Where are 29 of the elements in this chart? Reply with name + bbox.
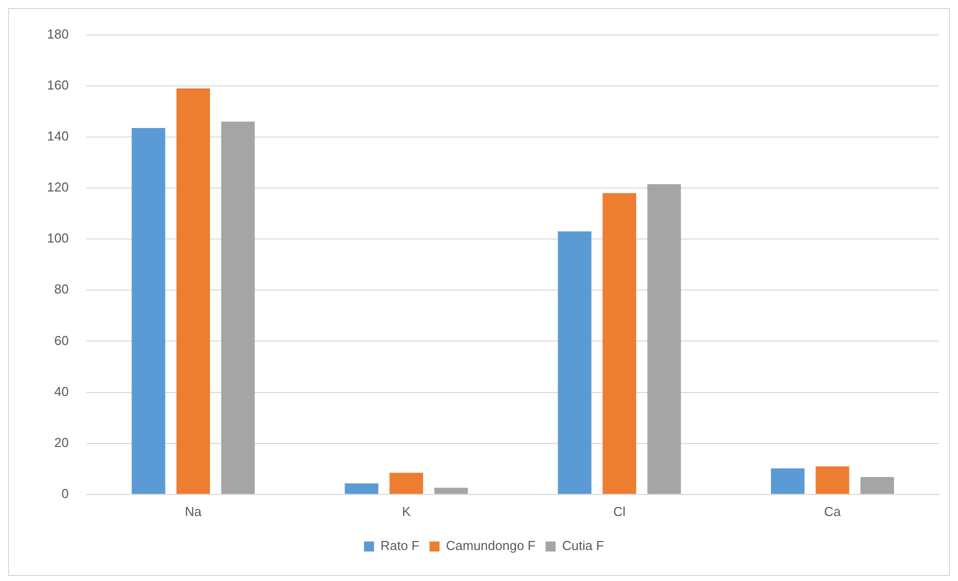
bar xyxy=(132,128,166,494)
legend-label: Camundongo F xyxy=(446,538,536,554)
bar xyxy=(176,88,210,494)
legend-label: Rato F xyxy=(380,538,420,554)
y-tick-label: 180 xyxy=(46,26,69,42)
x-tick-label: Ca xyxy=(824,504,842,519)
bar xyxy=(221,122,255,494)
legend-label: Cutia F xyxy=(562,538,604,554)
bar xyxy=(816,466,850,494)
x-tick-label: Na xyxy=(184,504,202,519)
y-tick-label: 0 xyxy=(61,486,69,501)
y-tick-label: 100 xyxy=(46,230,69,246)
bar xyxy=(860,477,894,494)
bar xyxy=(434,488,468,494)
y-tick-label: 20 xyxy=(54,434,69,450)
bar xyxy=(647,184,681,494)
bar xyxy=(602,193,636,494)
y-tick-label: 60 xyxy=(54,332,69,348)
y-tick-label: 140 xyxy=(46,128,69,144)
bar xyxy=(558,231,592,494)
bar xyxy=(344,483,378,494)
y-tick-label: 80 xyxy=(54,282,69,297)
y-tick-label: 160 xyxy=(46,77,69,92)
x-tick-label: Cl xyxy=(613,504,626,519)
bar xyxy=(390,472,424,494)
y-tick-label: 40 xyxy=(54,384,69,399)
x-tick-label: K xyxy=(402,504,411,519)
bar xyxy=(770,468,804,494)
y-tick-label: 120 xyxy=(46,180,69,195)
